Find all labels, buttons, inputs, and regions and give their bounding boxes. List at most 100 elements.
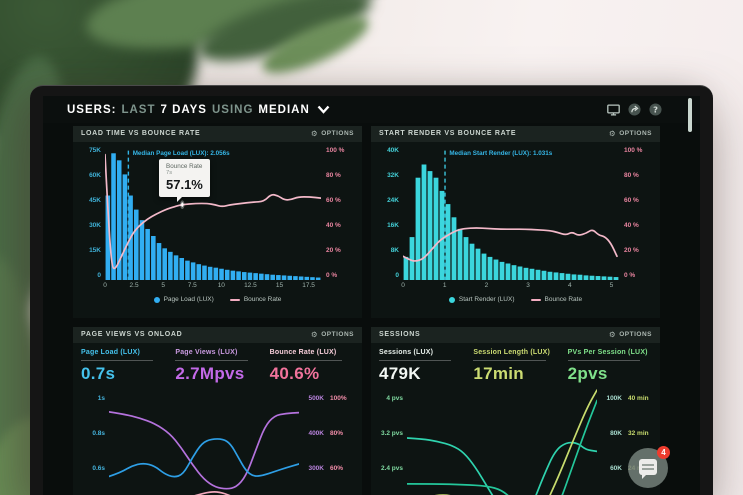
x-axis: 0 1 2 3 4 5 (401, 281, 624, 293)
legend-item: Bounce Rate (229, 296, 282, 303)
panel-header: START RENDER VS BOUNCE RATE ⚙ OPTIONS (371, 126, 660, 142)
users-label: USERS: (67, 103, 117, 116)
panel-title: PAGE VIEWS VS ONLOAD (81, 331, 183, 339)
axis-tick: 40 % (624, 221, 639, 229)
histogram-chart[interactable] (403, 148, 619, 280)
stat-underline (473, 359, 546, 361)
options-button[interactable]: ⚙ OPTIONS (609, 330, 652, 339)
stat-label: Sessions (LUX) (379, 348, 434, 356)
axis-tick: 5 (161, 281, 165, 289)
axis-tick: 4 (567, 281, 572, 289)
axis-tick: 20 % (326, 246, 341, 254)
axis-tick: 60K (610, 464, 622, 472)
scrollbar-thumb[interactable] (688, 98, 692, 132)
chat-launcher[interactable]: 4 (628, 446, 670, 488)
axis-tick: 20 % (624, 246, 639, 254)
panel-header: PAGE VIEWS VS ONLOAD ⚙ OPTIONS (73, 327, 362, 343)
stat-underline (567, 359, 640, 361)
axis-tick: 40 min (628, 394, 649, 402)
axis-tick: 60% (330, 464, 344, 472)
legend-dot-marker (448, 296, 455, 303)
axis-tick: 30K (89, 221, 101, 229)
stat-block: Bounce Rate (LUX) 40.6% (269, 348, 354, 384)
panel-grid: LOAD TIME VS BOUNCE RATE ⚙ OPTIONS 75K 60K… (73, 126, 660, 495)
legend-label: Bounce Rate (243, 296, 282, 303)
axis-tick: 3.2 pvs (380, 429, 403, 437)
chat-bubble-icon (639, 459, 657, 479)
legend-item: Bounce Rate (530, 296, 582, 303)
axis-tick: 40K (387, 146, 399, 154)
legend-line-marker (530, 298, 541, 301)
stat-block: Sessions (LUX) 479K (379, 349, 463, 384)
axis-tick-pair: 100K 40 min (602, 394, 654, 403)
axis-tick: 3 (526, 281, 530, 289)
axis-tick: 24K (387, 196, 399, 204)
gear-icon: ⚙ (311, 129, 319, 138)
plot-area (109, 388, 299, 495)
panel-header: SESSIONS ⚙ OPTIONS (371, 327, 660, 343)
axis-tick: 32K (387, 171, 399, 179)
stat-label: Bounce Rate (LUX) (269, 348, 337, 356)
stat-underline (269, 359, 342, 361)
panel-title: LOAD TIME VS BOUNCE RATE (81, 130, 201, 138)
panel-sessions: SESSIONS ⚙ OPTIONS Sessions (LUX) 479K Sess… (371, 327, 660, 495)
days-label: 7 DAYS (160, 103, 207, 116)
legend: Page Load (LUX) Bounce Rate (73, 293, 362, 307)
axis-tick-pair: 400K 80% (304, 429, 356, 438)
stat-value: 0.7s (81, 363, 116, 383)
line-chart[interactable] (109, 388, 299, 495)
options-button[interactable]: ⚙ OPTIONS (609, 129, 652, 138)
histogram-chart[interactable] (105, 148, 321, 280)
axis-tick: 45K (89, 196, 101, 204)
axis-tick-pair: 500K 100% (304, 395, 356, 403)
axis-tick: 7.5 (187, 281, 197, 289)
tooltip-x-value: 7s (166, 170, 173, 177)
stat-value: 2.7Mpvs (175, 363, 245, 383)
axis-tick: 80 % (326, 171, 341, 179)
legend-label: Page Load (LUX) (163, 296, 214, 303)
notification-badge: 4 (657, 446, 670, 459)
stat-underline (175, 359, 248, 361)
axis-tick: 16K (387, 221, 399, 229)
stat-block: PVs Per Session (LUX) 2pvs (567, 349, 652, 384)
legend-line-marker (229, 298, 240, 301)
dashboard-topbar: USERS: LAST 7 DAYS USING MEDIAN ? (43, 96, 700, 123)
using-label: USING (211, 103, 254, 116)
options-button[interactable]: ⚙ OPTIONS (311, 129, 354, 138)
axis-tick: 10 (217, 281, 225, 289)
x-axis: 0 2.5 5 7.5 10 12.5 15 17.5 (103, 281, 326, 293)
gear-icon: ⚙ (311, 330, 319, 339)
tooltip-title: Bounce Rate (166, 163, 203, 171)
options-button[interactable]: ⚙ OPTIONS (311, 330, 354, 339)
axis-tick: 0.8s (92, 429, 105, 437)
legend-item: Page Load (LUX) (153, 296, 214, 303)
y-axis-right: 100 % 80 % 60 % 40 % 20 % 0 % (321, 147, 356, 280)
display-icon[interactable] (607, 103, 620, 116)
axis-tick: 60 % (326, 196, 341, 204)
panel-start-render-vs-bounce-rate: START RENDER VS BOUNCE RATE ⚙ OPTIONS 40K… (371, 126, 660, 318)
dashboard-screen: USERS: LAST 7 DAYS USING MEDIAN ? (43, 96, 700, 495)
axis-tick: 2 (484, 281, 489, 289)
metric-label: MEDIAN (258, 103, 310, 116)
y-axis-left: 1s0.8s0.6s0.4s (79, 388, 109, 495)
stat-value: 40.6% (269, 363, 320, 383)
range-label: LAST (121, 103, 156, 116)
axis-tick: 0 (103, 281, 107, 289)
help-icon[interactable]: ? (649, 103, 662, 116)
share-icon[interactable] (628, 103, 641, 116)
metric-selector[interactable]: USERS: LAST 7 DAYS USING MEDIAN (67, 104, 330, 116)
legend: Start Render (LUX) Bounce Rate (371, 293, 660, 307)
axis-tick: 60 % (624, 196, 639, 204)
axis-tick: 80% (330, 429, 344, 437)
gear-icon: ⚙ (609, 129, 617, 138)
svg-text:?: ? (653, 104, 658, 114)
axis-tick: 12.5 (244, 281, 257, 289)
legend-dot-marker (153, 296, 160, 303)
axis-tick: 8K (390, 246, 399, 254)
axis-tick: 0 % (624, 271, 636, 279)
axis-tick-pair: 80K 32 min (602, 430, 654, 438)
stat-label: Page Load (LUX) (81, 348, 141, 356)
axis-tick: 2.5 (129, 281, 139, 289)
line-chart[interactable] (407, 388, 597, 495)
